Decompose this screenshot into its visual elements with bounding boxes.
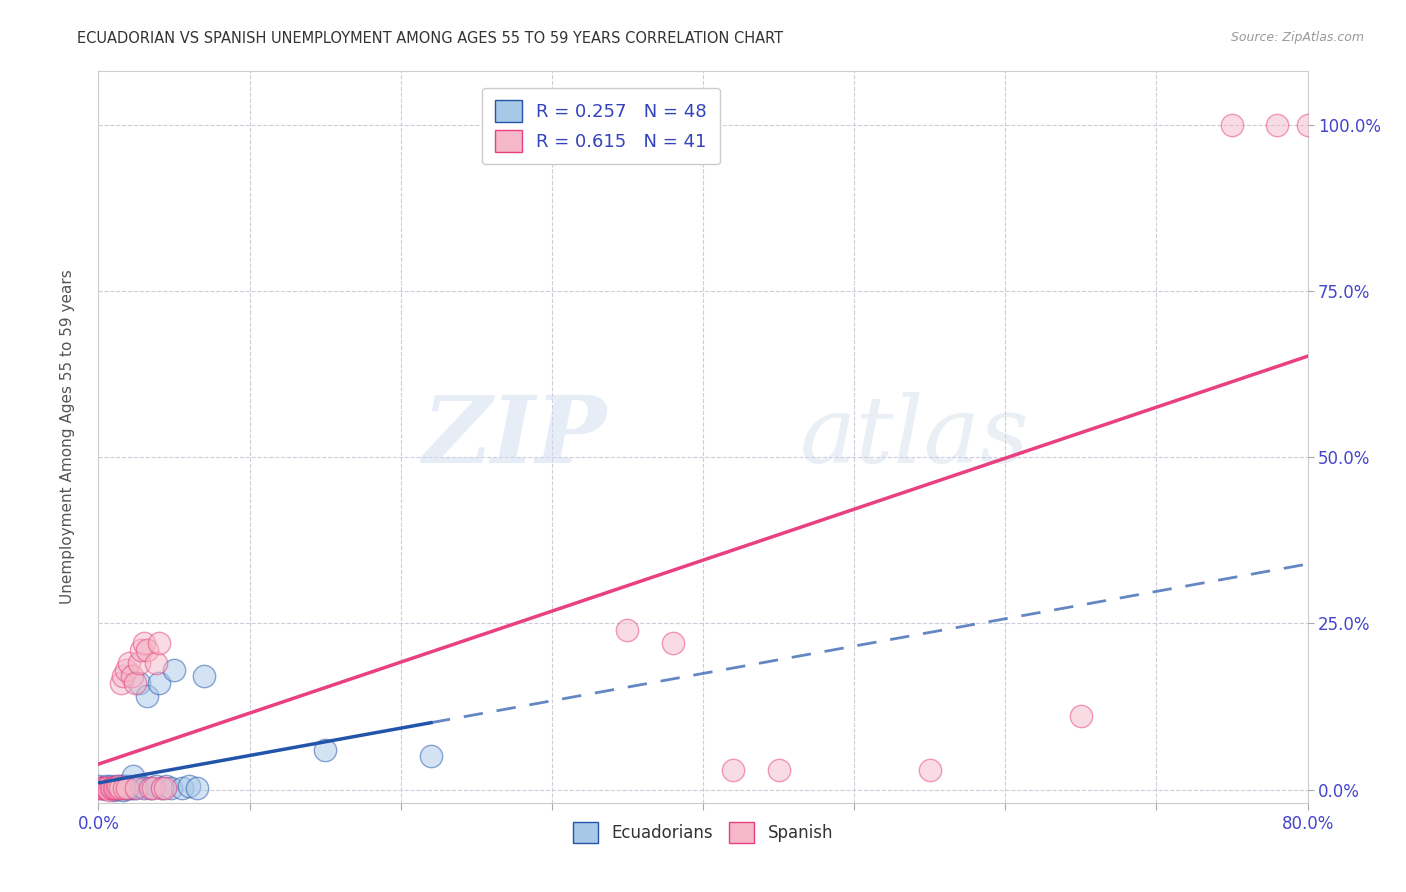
Point (142, 781, 165, 796)
Point (120, 781, 142, 796)
Point (1296, 118, 1319, 132)
Point (160, 780, 183, 795)
Point (115, 780, 138, 795)
Point (111, 669, 134, 683)
Point (616, 623, 638, 637)
Point (107, 780, 129, 795)
Point (105, 781, 128, 796)
Point (114, 779, 136, 793)
Text: atlas: atlas (800, 392, 1029, 482)
Point (132, 636, 155, 650)
Point (107, 779, 129, 793)
Point (94, 781, 117, 796)
Point (150, 780, 173, 795)
Point (121, 780, 143, 795)
Point (108, 781, 131, 796)
Point (105, 779, 128, 793)
Point (135, 690, 157, 704)
Point (135, 643, 157, 657)
Point (111, 782, 134, 797)
Point (121, 669, 143, 683)
Y-axis label: Unemployment Among Ages 55 to 59 years: Unemployment Among Ages 55 to 59 years (60, 269, 75, 605)
Point (314, 742, 336, 756)
Point (124, 676, 146, 690)
Point (118, 779, 141, 793)
Point (98, 781, 121, 796)
Point (108, 780, 131, 795)
Point (103, 781, 125, 796)
Point (96, 780, 118, 795)
Point (132, 780, 155, 795)
Point (110, 779, 132, 793)
Point (1267, 118, 1289, 132)
Point (90, 781, 112, 796)
Text: ECUADORIAN VS SPANISH UNEMPLOYMENT AMONG AGES 55 TO 59 YEARS CORRELATION CHART: ECUADORIAN VS SPANISH UNEMPLOYMENT AMONG… (77, 31, 783, 46)
Point (128, 676, 150, 690)
Point (114, 663, 136, 677)
Point (100, 781, 122, 796)
Point (98, 782, 121, 797)
Point (420, 749, 443, 764)
Point (94, 779, 117, 793)
Point (125, 779, 148, 793)
Point (112, 781, 135, 796)
Point (87, 780, 110, 795)
Point (723, 763, 745, 777)
Point (661, 636, 683, 650)
Text: ZIP: ZIP (422, 392, 606, 482)
Point (104, 780, 127, 795)
Point (100, 780, 122, 795)
Point (129, 643, 152, 657)
Point (186, 780, 208, 795)
Point (111, 779, 134, 793)
Point (115, 780, 138, 795)
Point (93, 781, 115, 796)
Point (150, 780, 173, 795)
Point (145, 656, 167, 670)
Point (87, 779, 110, 793)
Point (122, 769, 145, 783)
Point (104, 781, 127, 796)
Point (148, 676, 170, 690)
Point (179, 779, 201, 793)
Point (93, 780, 115, 795)
Point (91, 780, 114, 795)
Point (105, 781, 128, 796)
Point (110, 780, 132, 795)
Point (145, 779, 167, 793)
Point (141, 780, 163, 795)
Point (114, 781, 136, 796)
Point (90, 781, 112, 796)
Point (101, 780, 124, 795)
Point (163, 663, 186, 677)
Point (103, 782, 125, 797)
Point (125, 781, 148, 796)
Point (118, 656, 141, 670)
Point (96, 780, 118, 795)
Point (1220, 118, 1243, 132)
Point (918, 763, 941, 777)
Point (100, 779, 122, 793)
Point (112, 780, 135, 795)
Point (148, 636, 170, 650)
Point (155, 779, 177, 793)
Legend: Ecuadorians, Spanish: Ecuadorians, Spanish (567, 815, 839, 849)
Text: Source: ZipAtlas.com: Source: ZipAtlas.com (1230, 31, 1364, 45)
Point (128, 656, 150, 670)
Point (193, 669, 215, 683)
Point (139, 780, 162, 795)
Point (129, 779, 152, 793)
Point (103, 780, 125, 795)
Point (101, 781, 124, 796)
Point (1070, 709, 1092, 723)
Point (153, 781, 176, 796)
Point (110, 676, 132, 690)
Point (170, 780, 193, 795)
Point (768, 763, 790, 777)
Point (124, 780, 146, 795)
